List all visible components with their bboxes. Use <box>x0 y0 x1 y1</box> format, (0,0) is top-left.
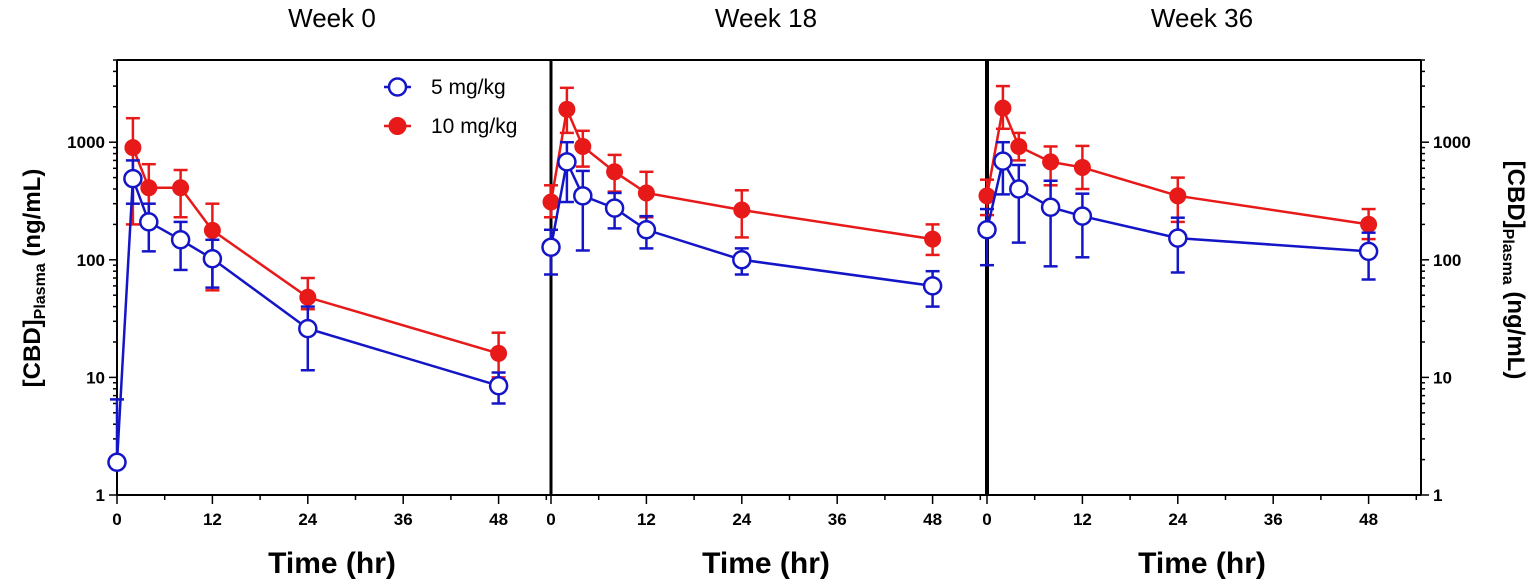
x-tick-label: 0 <box>546 510 555 529</box>
x-tick-label: 36 <box>828 510 847 529</box>
x-tick-label: 12 <box>1073 510 1092 529</box>
x-tick-label: 48 <box>923 510 942 529</box>
data-point <box>140 179 158 197</box>
data-point <box>1073 158 1091 176</box>
data-point <box>107 452 127 472</box>
series-5mg <box>541 140 943 308</box>
data-point <box>1040 197 1061 217</box>
series-5mg <box>107 159 509 472</box>
data-point <box>490 344 508 362</box>
panel-title: Week 36 <box>1151 3 1253 33</box>
data-point <box>203 221 221 239</box>
y-tick-label-right: 1 <box>1433 486 1442 505</box>
data-point <box>733 201 751 219</box>
data-point <box>542 193 560 211</box>
series-10mg <box>978 84 1378 241</box>
x-tick-label: 12 <box>203 510 222 529</box>
data-point <box>994 99 1012 117</box>
data-point <box>604 198 625 218</box>
data-point <box>124 139 142 157</box>
data-point <box>488 375 509 396</box>
data-point <box>170 230 191 250</box>
data-point <box>558 100 576 118</box>
panel-title: Week 0 <box>288 3 376 33</box>
legend-marker <box>388 117 407 135</box>
data-point <box>922 276 943 296</box>
x-axis-title: Time (hr) <box>268 547 396 580</box>
data-point <box>1358 241 1379 262</box>
legend-entry: 5 mg/kg <box>384 76 506 99</box>
y-axis-title-left: [CBD]Plasma (ng/mL) <box>19 169 49 388</box>
data-point <box>1042 153 1060 171</box>
axis-labels: Week 0 Time (hr) Week 18 Time (hr) Week 36 Ti… <box>19 3 1529 580</box>
data-point <box>202 249 223 269</box>
data-point <box>299 288 317 306</box>
legend: 5 mg/kg 10 mg/kg <box>384 76 517 138</box>
x-axis-title: Time (hr) <box>1138 547 1266 580</box>
x-tick-label: 48 <box>1359 510 1378 529</box>
data-point <box>172 179 190 197</box>
data-point <box>924 230 942 248</box>
legend-marker <box>387 77 408 97</box>
panel-title: Week 18 <box>715 3 817 33</box>
axis-ticks: 1 1 10 10 100 100 1000 1000 0 12 24 36 48 0 12 24 36 48 0 1… <box>67 59 1471 529</box>
data-point <box>606 163 624 181</box>
data-point <box>1360 215 1378 233</box>
y-tick-label-left: 1 <box>96 486 105 505</box>
data-point <box>636 220 657 240</box>
x-tick-label: 24 <box>732 510 751 529</box>
y-axis-title-right: [CBD]Plasma (ng/mL) <box>1499 161 1529 380</box>
data-point <box>123 168 143 189</box>
data-point <box>732 250 752 270</box>
x-tick-label: 36 <box>394 510 413 529</box>
x-tick-label: 24 <box>298 510 317 529</box>
data-point <box>1169 187 1187 205</box>
y-tick-label-left: 1000 <box>67 133 105 152</box>
data-point <box>1072 206 1093 226</box>
legend-label: 5 mg/kg <box>431 76 506 99</box>
data-point <box>574 137 592 155</box>
x-tick-label: 48 <box>489 510 508 529</box>
x-tick-label: 36 <box>1264 510 1283 529</box>
legend-label: 10 mg/kg <box>431 115 517 138</box>
data-point <box>1168 228 1188 248</box>
data-series <box>107 84 1379 472</box>
y-ticks: 1 1 10 10 100 100 1000 1000 <box>67 59 1471 505</box>
x-axis-title: Time (hr) <box>702 547 830 580</box>
x-tick-label: 24 <box>1168 510 1187 529</box>
x-tick-label: 0 <box>112 510 121 529</box>
series-10mg <box>542 86 942 257</box>
y-tick-label-right: 10 <box>1433 368 1452 387</box>
series-10mg <box>124 116 508 379</box>
x-ticks: 0 12 24 36 48 0 12 24 36 48 0 12 24 36 48 <box>112 495 1418 529</box>
data-point <box>573 186 593 206</box>
legend-entry: 10 mg/kg <box>384 115 517 138</box>
data-point <box>1009 179 1029 199</box>
x-tick-label: 0 <box>982 510 991 529</box>
y-tick-label-right: 100 <box>1433 251 1461 270</box>
x-tick-label: 12 <box>637 510 656 529</box>
series-line <box>131 147 499 355</box>
data-point <box>139 212 159 232</box>
data-point <box>637 184 655 202</box>
y-tick-label-left: 100 <box>77 251 105 270</box>
data-point <box>557 152 577 172</box>
y-tick-label-left: 10 <box>86 368 105 387</box>
data-point <box>1010 137 1028 155</box>
data-point <box>977 220 997 240</box>
data-point <box>993 151 1013 171</box>
data-point <box>541 237 561 257</box>
series-5mg <box>977 140 1379 281</box>
data-point <box>298 318 318 339</box>
y-tick-label-right: 1000 <box>1433 133 1471 152</box>
